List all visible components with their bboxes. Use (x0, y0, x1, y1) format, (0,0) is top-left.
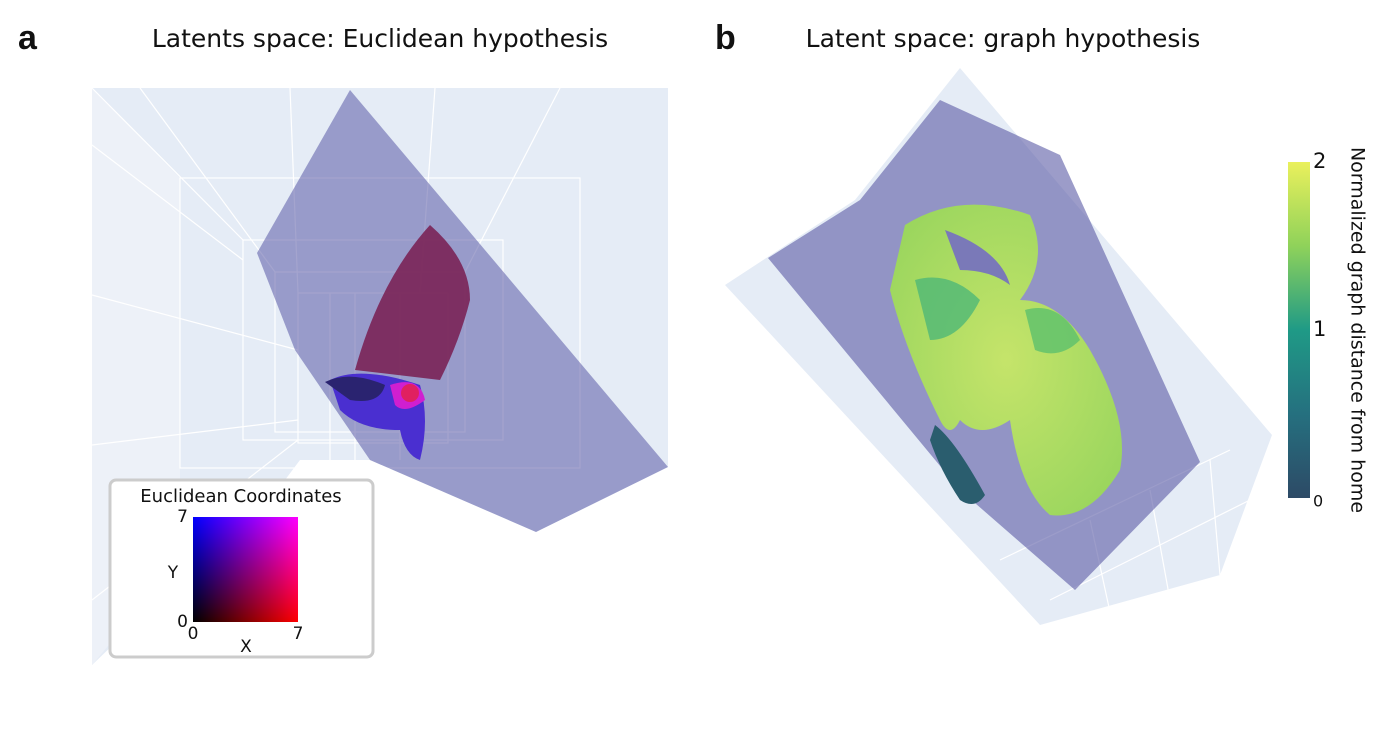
panel-label: b (715, 19, 736, 57)
legend-title: Euclidean Coordinates (140, 486, 341, 507)
legend-y-tick: 7 (177, 507, 188, 527)
colorbar-title: Normalized graph distance from home (1347, 147, 1369, 513)
legend-x-label: X (240, 637, 252, 657)
legend: Euclidean Coordinates Y X 0 7 0 7 (108, 478, 375, 659)
scene-b (725, 68, 1272, 625)
colorbar: Normalized graph distance from home 0 1 2 (1288, 147, 1369, 513)
legend-x-tick: 7 (293, 624, 304, 644)
colorbar-tick: 0 (1313, 492, 1323, 511)
panel-title: Latents space: Euclidean hypothesis (152, 24, 608, 53)
colorbar-tick: 1 (1313, 317, 1326, 341)
colorbar-tick: 2 (1313, 149, 1326, 173)
legend-y-label: Y (167, 563, 179, 583)
legend-y-tick: 0 (177, 612, 188, 632)
panel-title: Latent space: graph hypothesis (806, 24, 1201, 53)
legend-x-tick: 0 (188, 624, 199, 644)
panel-label: a (18, 19, 38, 57)
